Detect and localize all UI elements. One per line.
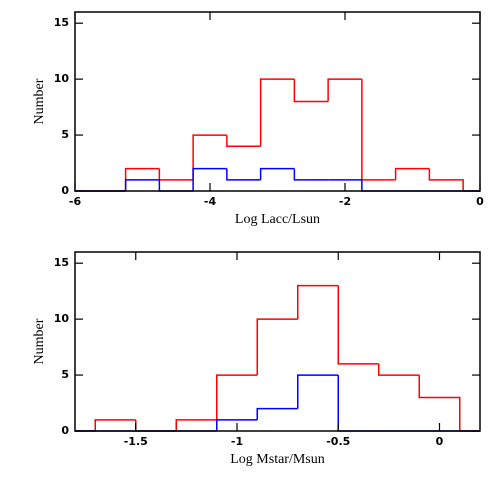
histogram-step <box>418 375 461 431</box>
y-axis-label: Number <box>32 78 47 124</box>
histogram-step <box>337 285 379 365</box>
x-tick-label: -0.5 <box>326 435 350 448</box>
x-tick-label: -2 <box>339 195 351 208</box>
histogram-step <box>394 167 430 180</box>
histogram-step <box>256 318 298 376</box>
y-tick-label: 15 <box>54 16 69 29</box>
x-tick-label: 0 <box>436 435 444 448</box>
y-tick-label: 10 <box>54 72 70 85</box>
y-axis-label: Number <box>32 318 47 364</box>
histogram-step <box>226 135 261 147</box>
histogram-step <box>293 79 329 103</box>
histogram-step <box>192 167 227 191</box>
y-tick-label: 5 <box>61 128 69 141</box>
histogram-step <box>124 179 160 191</box>
y-tick-label: 0 <box>61 184 69 197</box>
histogram-step <box>327 78 362 102</box>
x-tick-label: -4 <box>204 195 217 208</box>
histogram-step <box>361 179 396 192</box>
plot-frame <box>74 251 481 432</box>
histogram-step <box>293 168 329 181</box>
y-tick-label: 5 <box>61 368 69 381</box>
histogram-step <box>297 284 339 320</box>
histogram-step <box>135 419 177 432</box>
histogram-step <box>428 168 464 191</box>
histogram-step <box>158 168 194 181</box>
histogram-step <box>175 419 217 431</box>
histogram-step <box>216 419 258 431</box>
histogram-step <box>337 375 379 432</box>
histogram-step <box>192 134 227 180</box>
x-tick-label: -6 <box>69 195 82 208</box>
x-tick-label: 0 <box>476 195 484 208</box>
plot-frame <box>74 11 481 192</box>
histogram-step <box>361 79 396 181</box>
x-axis-label: Log Mstar/Msun <box>230 452 325 467</box>
histogram-step <box>216 374 258 420</box>
x-axis-label: Log Lacc/Lsun <box>235 212 320 227</box>
histogram-step <box>297 374 339 409</box>
x-tick-label: -1 <box>231 435 243 448</box>
histogram-step <box>378 363 420 376</box>
y-tick-label: 10 <box>54 312 70 325</box>
histogram-step <box>259 167 295 180</box>
histogram-step <box>94 419 136 431</box>
y-tick-label: 0 <box>61 424 69 437</box>
histogram-step <box>158 179 194 192</box>
y-tick-label: 15 <box>54 256 69 269</box>
x-tick-label: -1.5 <box>124 435 148 448</box>
histogram-step <box>256 407 298 420</box>
histogram-step <box>259 78 295 147</box>
histogram-step <box>226 168 261 181</box>
